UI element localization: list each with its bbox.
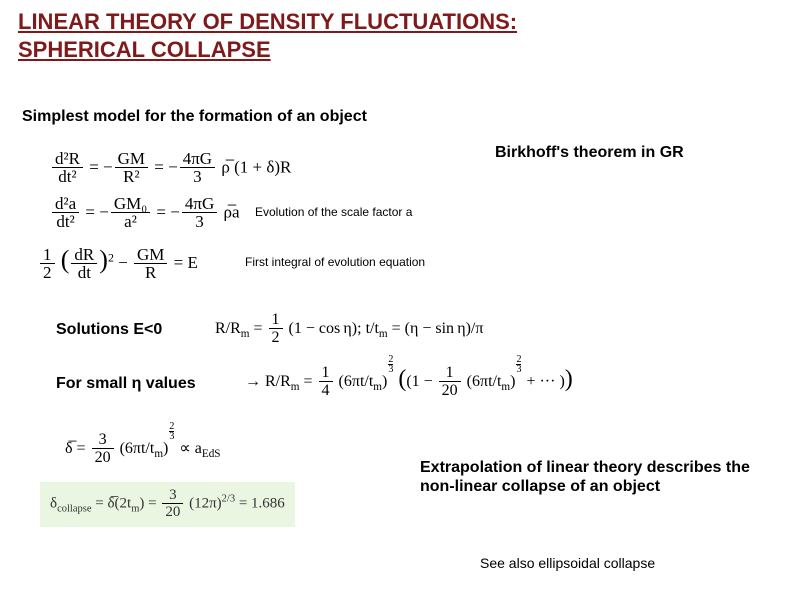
equation-delta-bar: δ̅ = 320 (6πt/tm)23 ∝ aEdS — [65, 432, 221, 467]
see-also-text: See also ellipsoidal collapse — [480, 555, 655, 571]
extrapolation-text: Extrapolation of linear theory describes… — [420, 458, 760, 496]
equation-d2a: d²adt² = −GM₀a² = −4πG3 ρ̅a — [50, 195, 240, 232]
birkhoff-label: Birkhoff's theorem in GR — [495, 144, 684, 162]
equation-solutions: R/Rm = 12 (1 − cos η); t/tm = (η − sin η… — [215, 312, 483, 347]
solutions-label: Solutions E<0 — [56, 321, 162, 339]
caption-scale-factor: Evolution of the scale factor a — [255, 205, 412, 219]
title-line-2: SPHERICAL COLLAPSE — [18, 37, 271, 62]
slide-title: LINEAR THEORY OF DENSITY FLUCTUATIONS: S… — [18, 8, 517, 63]
equation-d2R: d²Rdt² = −GMR² = −4πG3 ρ̅ (1 + δ)R — [50, 150, 291, 187]
small-eta-label: For small η values — [56, 375, 196, 393]
title-line-1: LINEAR THEORY OF DENSITY FLUCTUATIONS: — [18, 9, 517, 34]
equation-small-eta: → R/Rm = 14 (6πt/tm)23 ((1 − 120 (6πt/tm… — [245, 365, 573, 400]
caption-first-integral: First integral of evolution equation — [245, 255, 425, 269]
equation-first-integral: 12 (dRdt)2 − GMR = E — [38, 245, 198, 282]
subtitle: Simplest model for the formation of an o… — [22, 108, 367, 126]
equation-collapse: δcollapse = δ̅(2tm) = 320 (12π)2/3 = 1.6… — [40, 482, 295, 527]
